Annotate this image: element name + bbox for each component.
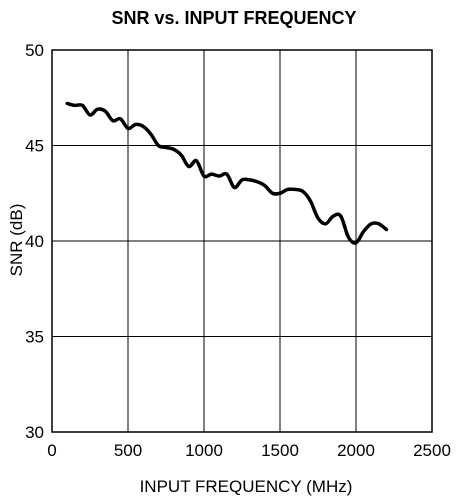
x-tick-label: 2500 [413, 441, 451, 460]
x-axis-label: INPUT FREQUENCY (MHz) [140, 477, 353, 496]
y-axis-label: SNR (dB) [7, 204, 26, 277]
y-tick-label: 50 [25, 41, 44, 60]
y-tick-labels: 30 35 40 45 50 [25, 41, 44, 442]
y-tick-label: 40 [25, 232, 44, 251]
grid-lines [51, 49, 433, 433]
x-tick-label: 500 [114, 441, 142, 460]
chart-title: SNR vs. INPUT FREQUENCY [111, 8, 356, 28]
x-tick-label: 0 [47, 441, 56, 460]
x-tick-label: 1000 [185, 441, 223, 460]
y-tick-label: 45 [25, 137, 44, 156]
snr-series-line [65, 101, 389, 245]
x-tick-label: 1500 [261, 441, 299, 460]
y-tick-label: 30 [25, 423, 44, 442]
plot-frame [51, 49, 433, 433]
x-tick-labels: 0 500 1000 1500 2000 2500 [47, 441, 451, 460]
x-tick-label: 2000 [337, 441, 375, 460]
y-tick-label: 35 [25, 328, 44, 347]
